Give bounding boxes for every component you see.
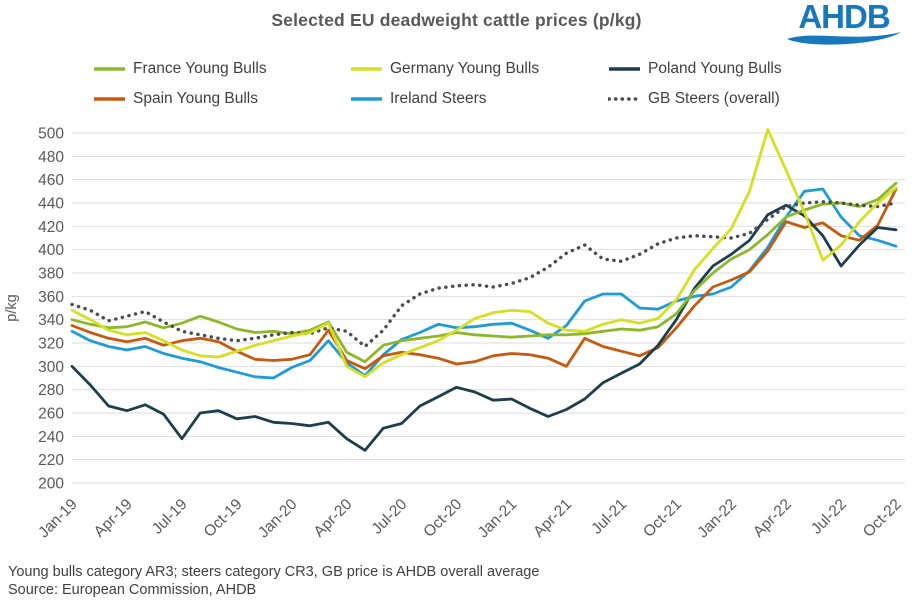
legend-label: France Young Bulls [133,60,267,77]
legend-swatch-line-icon [351,67,382,71]
y-tick-label: 460 [38,172,64,189]
x-tick-label: Apr-19 [91,496,136,541]
y-axis-title: p/kg [4,294,20,321]
legend-item-france-young-bulls: France Young Bulls [93,60,267,78]
y-tick-label: 280 [38,382,64,399]
y-tick-label: 440 [38,196,64,213]
y-tick-label: 340 [38,312,64,329]
legend-item-germany-young-bulls: Germany Young Bulls [350,60,539,78]
y-tick-label: 380 [38,266,64,283]
x-tick-label: Oct-19 [201,496,246,541]
legend-swatch-line-icon [608,97,641,101]
legend-item-ireland-steers: Ireland Steers [350,90,487,108]
legend-swatch-line-icon [351,97,382,101]
y-tick-label: 420 [38,219,64,236]
legend-swatch-line-icon [94,97,125,101]
x-tick-label: Jan-20 [255,496,301,542]
series-line-poland-young-bulls [70,203,898,452]
footnote-categories: Young bulls category AR3; steers categor… [8,564,540,580]
x-tick-label: Apr-20 [311,496,356,541]
x-tick-label: Oct-21 [640,496,685,541]
x-tick-label: Jul-20 [369,496,411,538]
y-tick-label: 260 [38,406,64,423]
y-tick-label: 360 [38,289,64,306]
x-tick-label: Jul-22 [808,496,850,538]
x-tick-label: Oct-20 [420,496,465,541]
x-tick-label: Jul-21 [588,496,630,538]
y-tick-label: 300 [38,359,64,376]
series-line-spain-young-bulls [70,187,898,371]
series-line-germany-young-bulls [70,128,898,379]
y-tick-label: 500 [38,126,64,143]
series-line-france-young-bulls [70,181,898,364]
series-line-ireland-steers [70,187,898,380]
y-tick-label: 480 [38,149,64,166]
x-tick-label: Jan-22 [694,496,740,542]
footnote-source: Source: European Commission, AHDB [8,582,257,598]
legend-swatch-line-icon [609,67,640,71]
legend-label: Ireland Steers [390,90,487,107]
price-line-chart: 200 220 240 260 280 300 320 340 360 380 400 420 440 4… [4,126,905,542]
y-tick-label: 400 [38,242,64,259]
chart-title: Selected EU deadweight cattle prices (p/… [271,10,642,30]
legend-label: Germany Young Bulls [390,60,540,77]
y-tick-label: 320 [38,336,64,353]
x-tick-label: Oct-22 [860,496,905,541]
y-tick-label: 220 [38,452,64,469]
legend-label: Spain Young Bulls [133,90,258,107]
x-tick-label: Apr-22 [750,496,795,541]
legend-label: Poland Young Bulls [648,60,782,77]
legend-item-gb-steers: GB Steers (overall) [608,90,780,108]
legend-swatch-line-icon [94,67,125,71]
x-tick-label: Jul-19 [149,496,191,538]
y-tick-label: 200 [38,476,64,493]
y-tick-label: 240 [38,429,64,446]
x-tick-label: Jan-19 [35,496,81,542]
legend-item-spain-young-bulls: Spain Young Bulls [93,90,258,108]
legend-label: GB Steers (overall) [648,90,780,107]
legend-item-poland-young-bulls: Poland Young Bulls [608,60,782,78]
ahdb-logo-text: AHDB [798,0,890,35]
ahdb-logo: AHDB [785,0,903,47]
x-tick-label: Apr-21 [530,496,575,541]
x-tick-label: Jan-21 [475,496,521,542]
ahdb-logo-swoosh-icon [787,32,901,45]
